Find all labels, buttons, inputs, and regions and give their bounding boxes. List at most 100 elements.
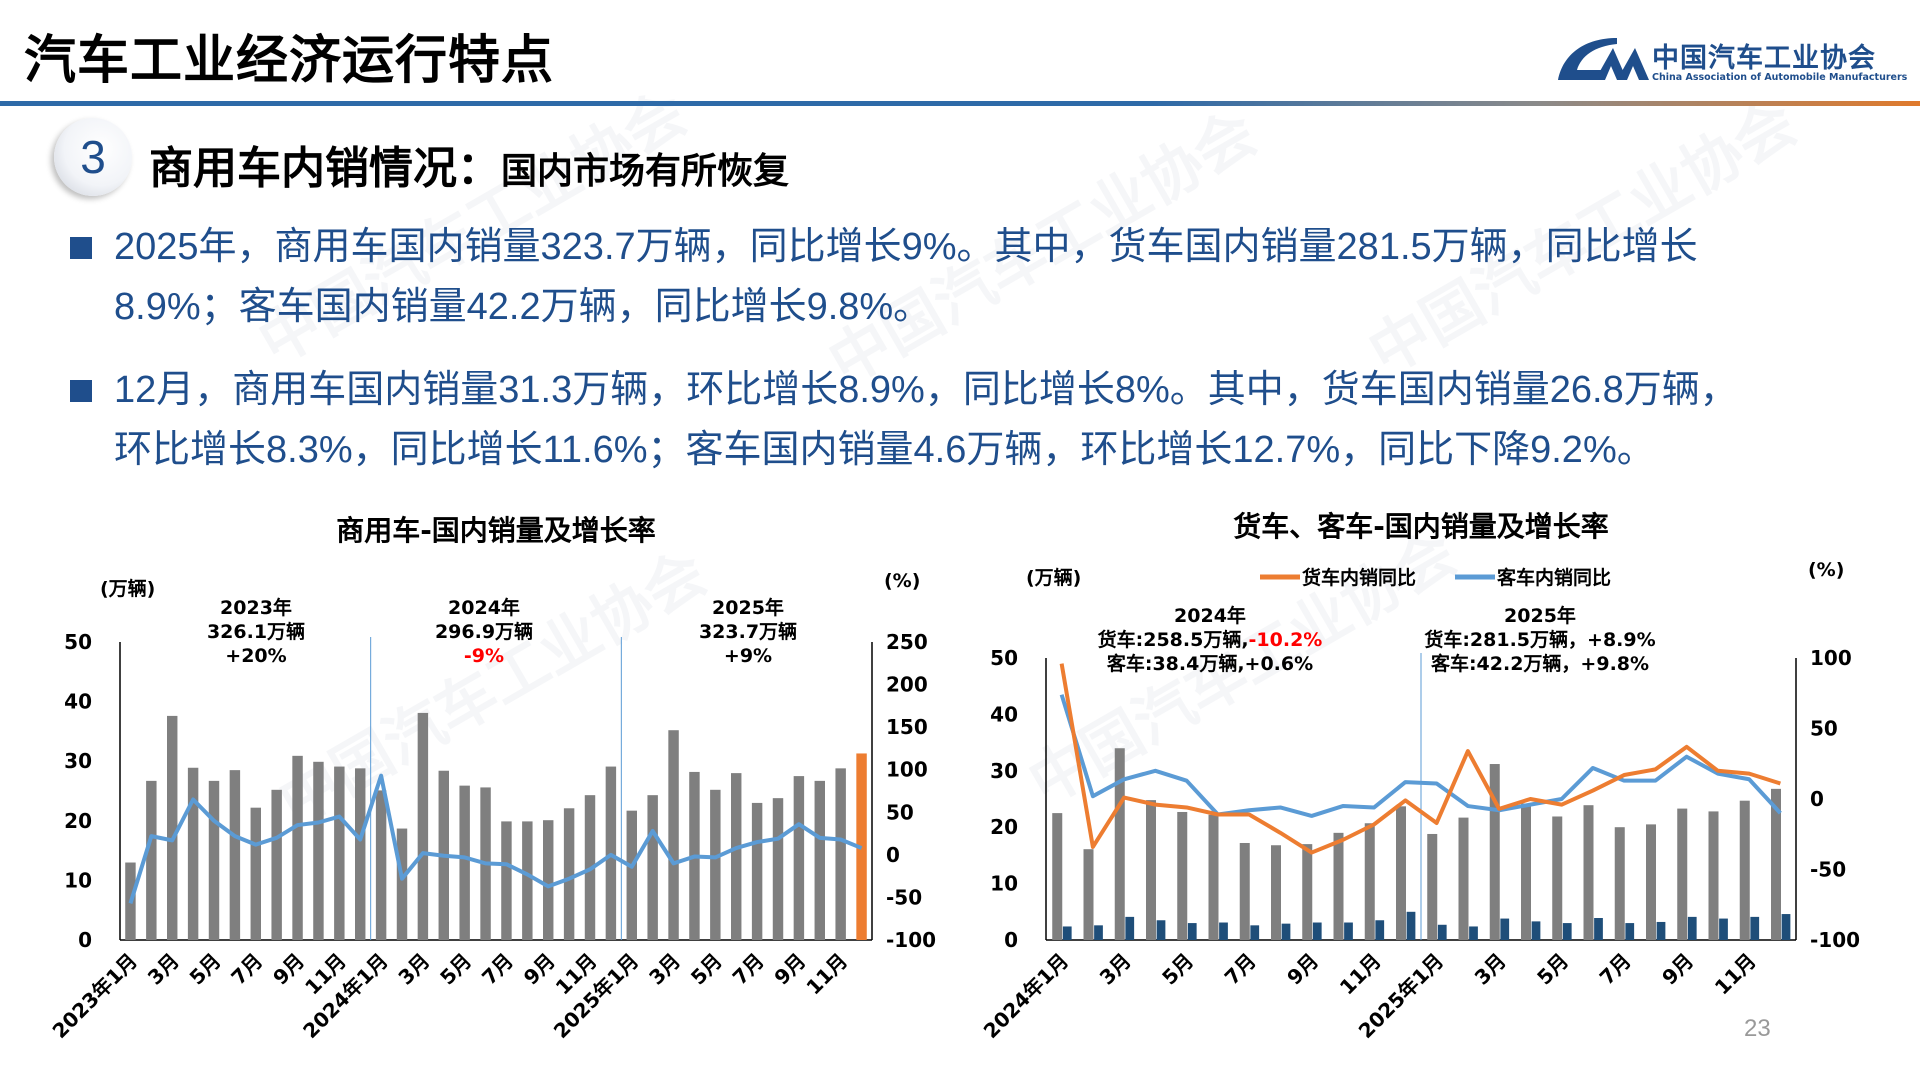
annotation-truck-growth: -10.2% bbox=[1249, 629, 1323, 651]
truck-sales-bar bbox=[1052, 813, 1063, 940]
truck-sales-bar bbox=[1271, 845, 1281, 940]
truck-sales-bar bbox=[1614, 827, 1625, 940]
annotation-year: 2024年 bbox=[1174, 604, 1246, 627]
bus-yoy-line bbox=[1059, 694, 1782, 818]
truck-sales-bar bbox=[1333, 832, 1344, 940]
x-tick-label: 11月 bbox=[801, 949, 852, 1000]
annotation-total: 296.9万辆 bbox=[435, 620, 533, 643]
truck-sales-bar bbox=[1114, 748, 1125, 940]
sales-bar bbox=[626, 810, 637, 940]
legend-label-truck: 货车内销同比 bbox=[1302, 566, 1416, 589]
bus-sales-bar bbox=[1062, 926, 1072, 940]
sales-bar bbox=[563, 808, 575, 940]
sales-bar bbox=[355, 768, 366, 940]
sales-bar bbox=[250, 807, 261, 940]
bullet-square-icon bbox=[70, 237, 92, 259]
truck-sales-bar bbox=[1396, 806, 1406, 940]
bus-sales-bar bbox=[1250, 925, 1260, 940]
x-tick-label: 3月 bbox=[1470, 949, 1511, 990]
sales-bar bbox=[271, 789, 282, 940]
bus-sales-bar bbox=[1469, 926, 1478, 940]
x-tick-label: 3月 bbox=[644, 949, 685, 990]
sales-bar bbox=[146, 780, 157, 940]
annotation-year: 2025年 bbox=[1504, 604, 1576, 627]
x-tick-label: 7月 bbox=[477, 949, 518, 990]
truck-sales-bar bbox=[1739, 800, 1750, 940]
right-tick-label: 50 bbox=[886, 800, 914, 824]
bus-sales-bar bbox=[1406, 911, 1416, 940]
right-tick-label: 100 bbox=[1810, 646, 1852, 670]
left-tick-label: 50 bbox=[64, 630, 92, 654]
legend-label-bus: 客车内销同比 bbox=[1497, 566, 1611, 589]
yoy-line bbox=[128, 773, 863, 904]
sales-bar bbox=[417, 712, 429, 940]
bus-sales-bar bbox=[1156, 920, 1166, 940]
section-subtitle: 国内市场有所恢复 bbox=[501, 151, 790, 192]
header-divider bbox=[0, 101, 1920, 106]
right-tick-label: 200 bbox=[886, 673, 928, 697]
annotation-truck: 货车:258.5万辆,-10.2% bbox=[1098, 628, 1323, 651]
left-tick-label: 30 bbox=[990, 759, 1018, 783]
x-tick-label: 11月 bbox=[1335, 949, 1386, 1000]
x-tick-label: 2024年1月 bbox=[979, 949, 1073, 1043]
bus-sales-bar bbox=[1500, 918, 1510, 940]
right-tick-label: -50 bbox=[886, 885, 922, 909]
right-tick-label: 0 bbox=[886, 843, 900, 867]
x-tick-label: 5月 bbox=[686, 949, 727, 990]
annotation-year: 2024年 bbox=[448, 596, 520, 619]
bus-sales-bar bbox=[1437, 924, 1447, 940]
truck-yoy-line bbox=[1059, 663, 1781, 855]
sales-bar bbox=[229, 770, 241, 940]
bullet-square-icon bbox=[70, 380, 92, 402]
truck-sales-bar bbox=[1583, 805, 1594, 940]
bus-sales-bar bbox=[1375, 920, 1385, 940]
x-tick-label: 11月 bbox=[1710, 949, 1761, 1000]
right-tick-label: 0 bbox=[1810, 787, 1824, 811]
truck-sales-bar bbox=[1427, 833, 1438, 940]
right-axis-unit: (%) bbox=[1808, 559, 1844, 581]
truck-sales-bar bbox=[1771, 788, 1781, 940]
sales-bar bbox=[501, 821, 512, 940]
bus-sales-bar bbox=[1781, 914, 1791, 940]
caam-logo bbox=[1558, 38, 1649, 80]
annotation-growth: +20% bbox=[225, 645, 286, 667]
truck-sales-bar bbox=[1489, 764, 1500, 940]
x-tick-label: 9月 bbox=[1657, 949, 1698, 990]
left-tick-label: 40 bbox=[990, 702, 1018, 726]
x-tick-label: 9月 bbox=[1282, 949, 1323, 990]
bullet-text-line: 环比增长8.3%，同比增长11.6%；客车国内销量4.6万辆，环比增长12.7%… bbox=[114, 429, 1655, 471]
left-axis-unit: (万辆) bbox=[1026, 566, 1081, 589]
right-axis-unit: (%) bbox=[884, 570, 920, 592]
sales-bar bbox=[793, 776, 805, 940]
bus-sales-bar bbox=[1187, 923, 1197, 940]
sales-bar bbox=[710, 789, 721, 940]
left-tick-label: 0 bbox=[1004, 928, 1018, 952]
sales-bar bbox=[647, 795, 658, 940]
bus-sales-bar bbox=[1219, 922, 1228, 940]
x-tick-label: 7月 bbox=[1220, 949, 1261, 990]
truck-sales-bar bbox=[1177, 811, 1188, 940]
x-tick-label: 5月 bbox=[1157, 949, 1198, 990]
bullet-text-line: 2025年，商用车国内销量323.7万辆，同比增长9%。其中，货车国内销量281… bbox=[114, 226, 1698, 268]
sales-bar bbox=[835, 768, 846, 940]
annotation-growth: +9% bbox=[724, 645, 772, 667]
sales-bar bbox=[187, 767, 199, 940]
bus-sales-bar bbox=[1312, 922, 1322, 940]
annotation-growth: -9% bbox=[464, 645, 504, 667]
truck-sales-bar bbox=[1552, 816, 1563, 940]
annotation-total: 323.7万辆 bbox=[699, 620, 797, 643]
truck-sales-bar bbox=[1083, 849, 1094, 940]
bus-sales-bar bbox=[1094, 925, 1103, 940]
sales-bar bbox=[292, 755, 303, 940]
left-tick-label: 10 bbox=[64, 868, 92, 892]
chart-title: 货车、客车-国内销量及增长率 bbox=[1233, 510, 1609, 543]
annotation-year: 2025年 bbox=[712, 596, 784, 619]
annotation-truck-label: 货车:281.5万辆， bbox=[1424, 628, 1587, 651]
sales-bar bbox=[208, 780, 220, 940]
truck-sales-bar bbox=[1708, 811, 1719, 940]
bus-sales-bar bbox=[1344, 922, 1353, 940]
left-tick-label: 0 bbox=[78, 928, 92, 952]
right-tick-label: 100 bbox=[886, 758, 928, 782]
logo-name-cn: 中国汽车工业协会 bbox=[1652, 43, 1876, 74]
x-tick-label: 7月 bbox=[728, 949, 769, 990]
